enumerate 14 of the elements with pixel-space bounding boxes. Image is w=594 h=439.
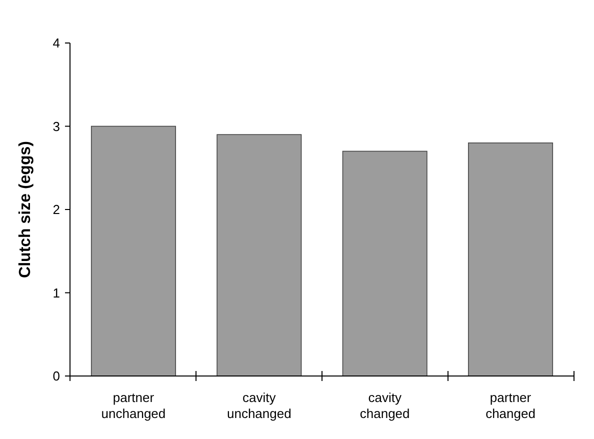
y-tick-label: 3 [52,118,60,134]
y-tick-label: 4 [52,36,60,51]
y-tick-label: 2 [52,202,60,218]
bar [468,142,554,376]
x-tick-label: cavity changed [360,390,410,421]
bar [216,134,302,376]
x-tick-label: partner changed [486,390,536,421]
y-tick-label: 0 [52,368,60,384]
x-tick-label: partner unchanged [101,390,166,421]
y-axis-title: Clutch size (eggs) [17,141,34,278]
bar [90,126,176,376]
bar [342,150,428,376]
y-tick-label: 1 [52,285,60,300]
x-tick-label: cavity unchanged [226,390,292,421]
